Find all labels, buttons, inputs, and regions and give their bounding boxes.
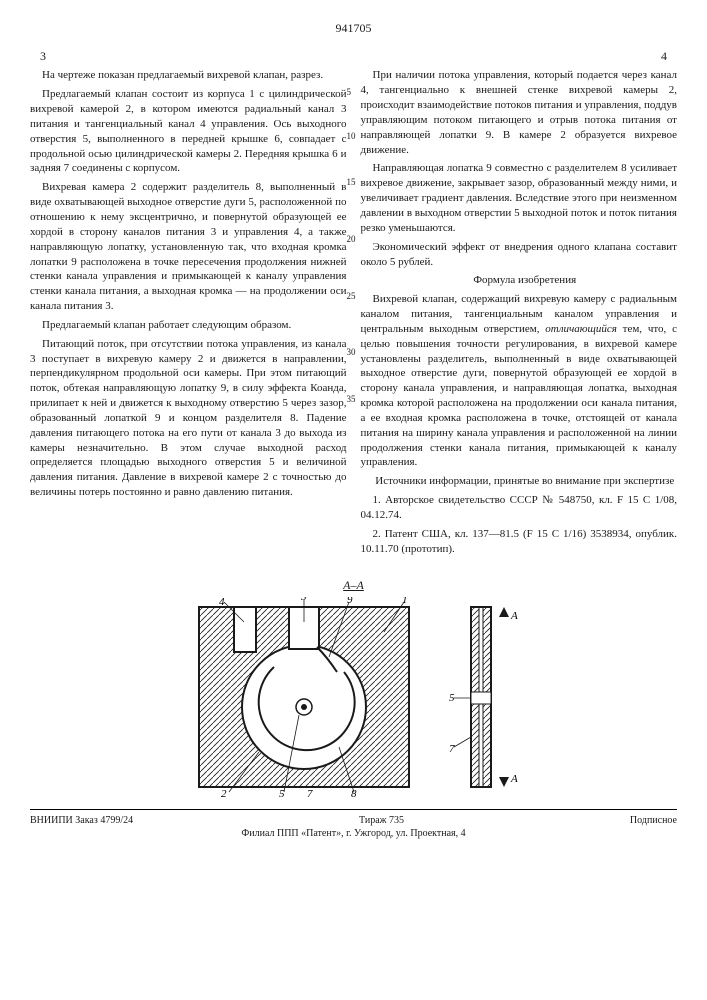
line-number: 25 [347, 290, 356, 302]
line-number: 5 [347, 86, 352, 98]
svg-text:7: 7 [307, 788, 313, 797]
svg-text:2: 2 [221, 788, 227, 797]
body-paragraph: Предлагаемый клапан работает следующим о… [30, 318, 347, 333]
body-paragraph: Питающий поток, при отсутствии потока уп… [30, 337, 347, 500]
line-number: 35 [347, 393, 356, 405]
svg-text:1: 1 [402, 597, 408, 606]
line-number: 20 [347, 233, 356, 245]
body-paragraph: Экономический эффект от внедрения одного… [361, 240, 678, 270]
body-paragraph: Вихревая камера 2 содержит разделитель 8… [30, 180, 347, 314]
body-paragraph: На чертеже показан предлагаемый вихревой… [30, 68, 347, 83]
line-number: 10 [347, 130, 356, 142]
sources-heading: Источники информации, принятые во вниман… [361, 474, 678, 489]
footer-center: Тираж 735 [359, 814, 404, 828]
line-number: 30 [347, 346, 356, 358]
body-paragraph: Направляющая лопатка 9 совместно с разде… [361, 161, 678, 235]
left-column: На чертеже показан предлагаемый вихревой… [30, 68, 347, 560]
claim-text: Вихревой клапан, содержащий вихревую кам… [361, 292, 678, 470]
body-paragraph: При наличии потока управления, который п… [361, 68, 678, 157]
source-item: 1. Авторское свидетельство СССР № 548750… [361, 493, 678, 523]
svg-text:8: 8 [351, 788, 357, 797]
svg-text:7: 7 [449, 743, 455, 755]
svg-text:3: 3 [300, 597, 307, 603]
two-column-body: На чертеже показан предлагаемый вихревой… [30, 68, 677, 560]
footer-left: ВНИИПИ Заказ 4799/24 [30, 814, 133, 828]
column-page-numbers: 3 4 [30, 48, 677, 68]
source-item: 2. Патент США, кл. 137—81.5 (F 15 C 1/16… [361, 527, 678, 557]
figure-main-icon: 4 3 9 1 2 5 8 7 [189, 597, 419, 797]
right-column: 5101520253035При наличии потока управлен… [361, 68, 678, 560]
svg-text:А: А [510, 773, 518, 785]
body-paragraph: Предлагаемый клапан состоит из корпуса 1… [30, 87, 347, 176]
svg-text:5: 5 [449, 692, 455, 704]
footer-right: Подписное [630, 814, 677, 828]
svg-text:А: А [510, 610, 518, 622]
patent-number: 941705 [30, 20, 677, 36]
line-number: 15 [347, 176, 356, 188]
page-left: 3 [40, 48, 46, 64]
figure-side-icon: А А 5 7 [449, 597, 519, 797]
svg-text:9: 9 [347, 597, 353, 606]
page-right: 4 [661, 48, 667, 64]
claim-heading: Формула изобретения [361, 273, 678, 288]
svg-text:4: 4 [219, 597, 225, 608]
section-label: А–А [30, 577, 677, 593]
footer-line2: Филиал ППП «Патент», г. Ужгород, ул. Про… [30, 827, 677, 841]
footer-line1: ВНИИПИ Заказ 4799/24 Тираж 735 Подписное [30, 809, 677, 828]
svg-text:5: 5 [279, 788, 285, 797]
figure-block: А–А 4 [30, 577, 677, 797]
